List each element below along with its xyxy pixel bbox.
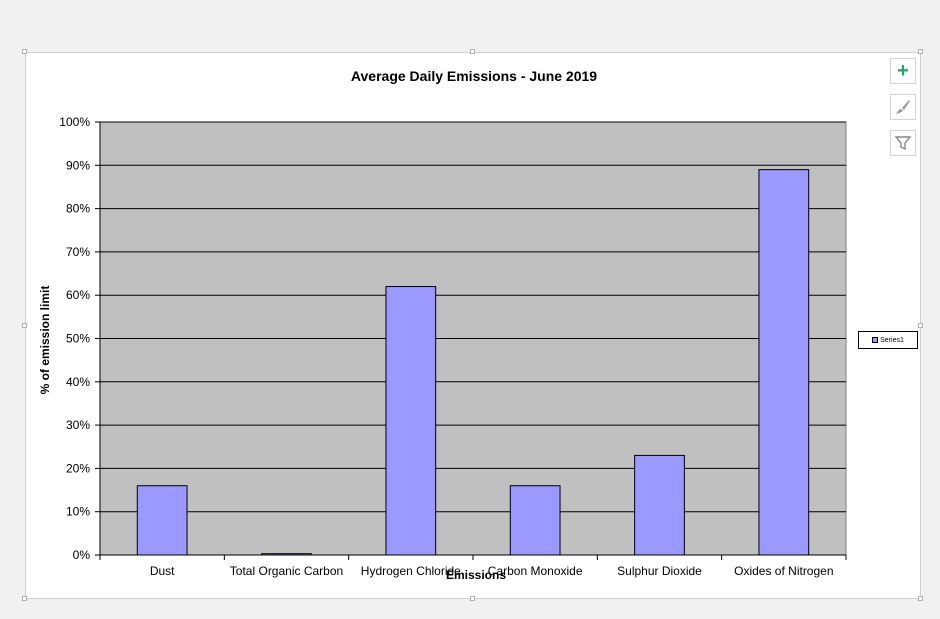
y-tick-label: 30%: [66, 418, 90, 432]
legend-swatch: [872, 337, 879, 343]
x-tick-label: Carbon Monoxide: [488, 564, 583, 578]
plus-icon: +: [897, 60, 909, 82]
y-tick-label: 100%: [59, 115, 90, 129]
resize-handle-right[interactable]: [918, 323, 923, 328]
chart-filters-button[interactable]: [890, 130, 916, 156]
bar[interactable]: [634, 454, 685, 556]
chart-elements-button[interactable]: +: [890, 58, 916, 84]
chart-title[interactable]: Average Daily Emissions - June 2019: [351, 68, 597, 84]
legend[interactable]: Series1: [858, 331, 918, 349]
x-axis-title[interactable]: Emissions: [446, 568, 506, 582]
resize-handle-bottom[interactable]: [470, 596, 475, 601]
brush-icon: [896, 100, 910, 114]
legend-label: Series1: [880, 336, 904, 344]
y-tick-label: 10%: [66, 505, 90, 519]
y-tick-label: 0%: [73, 548, 91, 562]
filter-icon: [894, 136, 912, 151]
resize-handle-left[interactable]: [22, 323, 27, 328]
x-tick-label: Sulphur Dioxide: [617, 564, 702, 578]
resize-handle-bottom-left[interactable]: [22, 596, 27, 601]
x-tick-label: Hydrogen Chloride: [361, 564, 461, 578]
y-tick-label: 90%: [66, 158, 90, 172]
y-tick-label: 70%: [66, 245, 90, 259]
y-tick-label: 60%: [66, 288, 90, 302]
x-tick-label: Oxides of Nitrogen: [734, 564, 833, 578]
x-tick-label: Total Organic Carbon: [230, 564, 343, 578]
y-tick-label: 80%: [66, 202, 90, 216]
bar[interactable]: [758, 169, 810, 556]
y-tick-label: 40%: [66, 375, 90, 389]
y-tick-label: 50%: [66, 332, 90, 346]
x-tick-label: Dust: [150, 564, 175, 578]
resize-handle-bottom-right[interactable]: [918, 596, 923, 601]
resize-handle-top[interactable]: [470, 49, 475, 54]
y-tick-label: 20%: [66, 461, 90, 475]
y-axis-title[interactable]: % of emission limit: [38, 286, 52, 395]
resize-handle-top-left[interactable]: [22, 49, 27, 54]
chart-styles-button[interactable]: [890, 94, 916, 120]
bar[interactable]: [509, 485, 561, 556]
resize-handle-top-right[interactable]: [918, 49, 923, 54]
bar[interactable]: [385, 286, 437, 556]
bar[interactable]: [136, 485, 188, 556]
